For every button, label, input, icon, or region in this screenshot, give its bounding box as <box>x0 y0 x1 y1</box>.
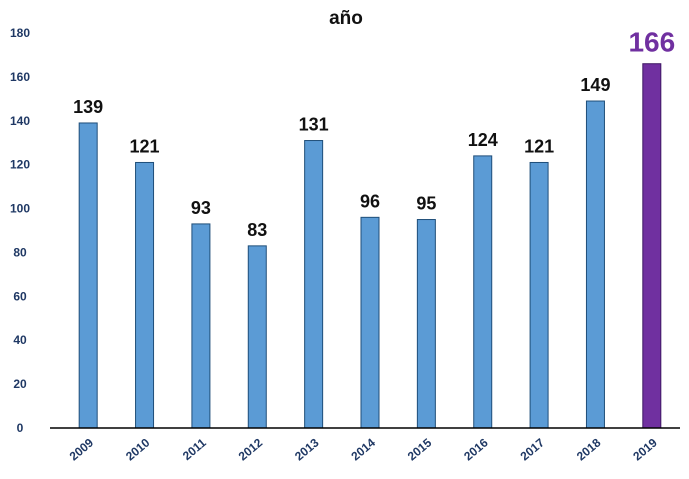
x-tick-label: 2017 <box>518 435 548 463</box>
y-tick-label: 80 <box>13 245 27 259</box>
x-tick-label: 2015 <box>405 435 435 463</box>
x-tick-label: 2019 <box>630 435 660 463</box>
x-tick-label: 2014 <box>348 435 378 463</box>
data-label-2017: 121 <box>524 136 554 156</box>
chart-title-line2: año <box>329 8 363 29</box>
data-labels: 139 121 93 83 131 96 95 124 121 149 166 <box>73 27 675 240</box>
x-tick-label: 2018 <box>574 435 604 463</box>
y-axis-ticks: 0 20 40 60 80 100 120 140 160 180 <box>10 26 30 435</box>
x-tick-label: 2009 <box>67 435 97 463</box>
bars <box>78 63 662 429</box>
y-tick-label: 40 <box>13 333 27 347</box>
x-tick-label: 2013 <box>292 435 322 463</box>
bar-2014 <box>360 216 380 429</box>
data-label-2014: 96 <box>360 191 380 211</box>
bar-2010 <box>135 161 155 429</box>
bar-2015 <box>416 219 436 429</box>
y-tick-label: 0 <box>17 421 24 435</box>
y-tick-label: 20 <box>13 377 27 391</box>
y-tick-label: 180 <box>10 26 30 40</box>
data-label-2011: 93 <box>191 198 211 218</box>
bar-2016 <box>473 155 493 429</box>
x-tick-label: 2012 <box>236 435 266 463</box>
y-tick-label: 60 <box>13 289 27 303</box>
data-label-2012: 83 <box>247 220 267 240</box>
data-label-2016: 124 <box>468 130 498 150</box>
bar-2013 <box>304 140 324 429</box>
data-label-2019: 166 <box>628 27 675 58</box>
x-tick-label: 2016 <box>461 435 491 463</box>
bar-2012 <box>247 245 267 429</box>
data-label-2015: 95 <box>416 194 436 214</box>
x-axis-ticks: 2009 2010 2011 2012 2013 2014 2015 2016 2017 2018… <box>67 435 660 463</box>
x-tick-label: 2010 <box>123 435 153 463</box>
bar-2019 <box>642 63 662 429</box>
bar-2011 <box>191 223 211 429</box>
bar-2018 <box>585 100 605 429</box>
y-tick-label: 160 <box>10 70 30 84</box>
x-tick-label: 2011 <box>180 435 209 463</box>
bar-2017 <box>529 161 549 429</box>
y-tick-label: 140 <box>10 114 30 128</box>
data-label-2013: 131 <box>299 115 329 135</box>
data-label-2009: 139 <box>73 97 103 117</box>
data-label-2010: 121 <box>130 136 160 156</box>
y-tick-label: 100 <box>10 202 30 216</box>
bar-2009 <box>78 122 98 429</box>
data-label-2018: 149 <box>580 75 610 95</box>
y-tick-label: 120 <box>10 158 30 172</box>
